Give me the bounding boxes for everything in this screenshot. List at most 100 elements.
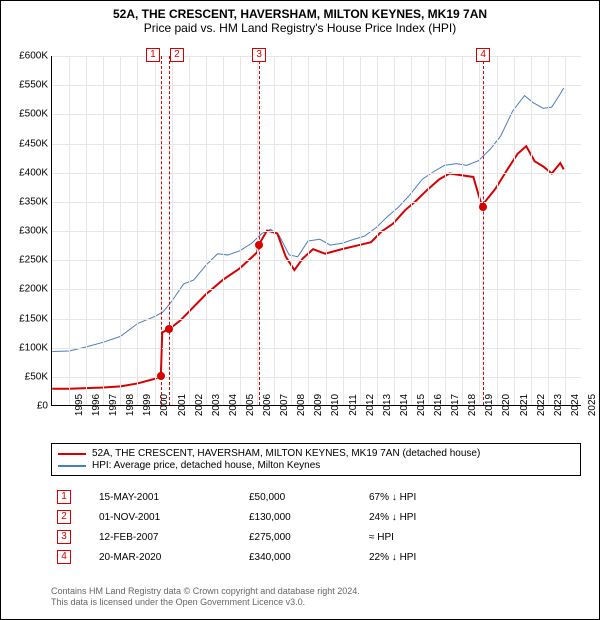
transaction-row: 1 15-MAY-2001£50,00067% ↓ HPI [51,487,581,507]
gridline-v [462,56,463,405]
gridline-v [172,56,173,405]
gridline-v [291,56,292,405]
gridline-v [189,56,190,405]
legend-label: 52A, THE CRESCENT, HAVERSHAM, MILTON KEY… [92,448,480,459]
y-tick-label: £400K [19,167,52,178]
gridline-h [52,377,581,378]
gridline-h [52,114,581,115]
gridline-v [497,56,498,405]
title-block: 52A, THE CRESCENT, HAVERSHAM, MILTON KEY… [1,1,599,37]
footer-line-2: This data is licensed under the Open Gov… [51,597,579,609]
plot-area: £0£50K£100K£150K£200K£250K£300K£350K£400… [51,56,581,406]
gridline-v [69,56,70,405]
gridline-h [52,173,581,174]
gridline-h [52,56,581,57]
marker-dot [255,241,263,249]
transaction-marker: 3 [57,530,71,544]
transaction-vs-hpi: 24% ↓ HPI [369,512,575,523]
legend-box: 52A, THE CRESCENT, HAVERSHAM, MILTON KEY… [51,443,581,476]
gridline-v [274,56,275,405]
transaction-date: 15-MAY-2001 [99,492,249,503]
y-tick-label: £200K [19,284,52,295]
gridline-h [52,85,581,86]
marker-box: 1 [146,48,160,62]
marker-line [161,56,162,405]
legend-item: 52A, THE CRESCENT, HAVERSHAM, MILTON KEY… [58,448,574,459]
gridline-v [548,56,549,405]
transaction-price: £130,000 [249,512,369,523]
y-tick-label: £250K [19,255,52,266]
legend-swatch [58,465,86,467]
transaction-date: 12-FEB-2007 [99,532,249,543]
transaction-marker: 4 [57,550,71,564]
marker-dot [157,372,165,380]
footer-attribution: Contains HM Land Registry data © Crown c… [51,586,579,609]
gridline-v [86,56,87,405]
marker-line [483,56,484,405]
gridline-h [52,231,581,232]
gridline-h [52,260,581,261]
marker-dot [165,325,173,333]
gridline-v [257,56,258,405]
gridline-v [479,56,480,405]
transaction-marker: 1 [57,490,71,504]
marker-box: 3 [252,48,266,62]
transaction-table: 1 15-MAY-2001£50,00067% ↓ HPI 2 01-NOV-2001… [51,487,581,567]
gridline-v [565,56,566,405]
gridline-v [360,56,361,405]
legend-item: HPI: Average price, detached house, Milt… [58,460,574,471]
gridline-h [52,319,581,320]
gridline-v [394,56,395,405]
gridline-v [514,56,515,405]
title-subtitle: Price paid vs. HM Land Registry's House … [1,21,599,35]
gridline-h [52,144,581,145]
chart-container: 52A, THE CRESCENT, HAVERSHAM, MILTON KEY… [0,0,600,620]
gridline-v [411,56,412,405]
marker-box: 4 [476,48,490,62]
gridline-v [343,56,344,405]
gridline-v [137,56,138,405]
gridline-v [428,56,429,405]
y-tick-label: £450K [19,138,52,149]
marker-line [259,56,260,405]
gridline-v [223,56,224,405]
gridline-v [326,56,327,405]
title-address: 52A, THE CRESCENT, HAVERSHAM, MILTON KEY… [1,7,599,21]
gridline-h [52,289,581,290]
transaction-marker: 2 [57,510,71,524]
transaction-price: £50,000 [249,492,369,503]
transaction-price: £340,000 [249,552,369,563]
transaction-vs-hpi: ≈ HPI [369,532,575,543]
y-tick-label: £600K [19,51,52,62]
transaction-vs-hpi: 67% ↓ HPI [369,492,575,503]
gridline-v [206,56,207,405]
marker-line [169,56,170,405]
y-tick-label: £100K [19,342,52,353]
y-tick-label: £0 [37,401,52,412]
y-tick-label: £500K [19,109,52,120]
gridline-v [377,56,378,405]
gridline-h [52,202,581,203]
legend-swatch [58,453,86,455]
marker-dot [479,203,487,211]
y-tick-label: £50K [25,371,52,382]
transaction-vs-hpi: 22% ↓ HPI [369,552,575,563]
transaction-row: 2 01-NOV-2001£130,00024% ↓ HPI [51,507,581,527]
y-tick-label: £350K [19,196,52,207]
y-tick-label: £550K [19,80,52,91]
y-tick-label: £300K [19,226,52,237]
gridline-v [445,56,446,405]
gridline-v [240,56,241,405]
gridline-h [52,348,581,349]
transaction-row: 312-FEB-2007£275,000≈ HPI [51,527,581,547]
transaction-date: 20-MAR-2020 [99,552,249,563]
marker-box: 2 [170,48,184,62]
footer-line-1: Contains HM Land Registry data © Crown c… [51,586,579,598]
gridline-v [308,56,309,405]
chart-area: £0£50K£100K£150K£200K£250K£300K£350K£400… [51,56,581,406]
transaction-date: 01-NOV-2001 [99,512,249,523]
gridline-v [155,56,156,405]
y-tick-label: £150K [19,313,52,324]
transaction-row: 4 20-MAR-2020£340,00022% ↓ HPI [51,547,581,567]
x-tick-label: 2025 [565,394,598,416]
